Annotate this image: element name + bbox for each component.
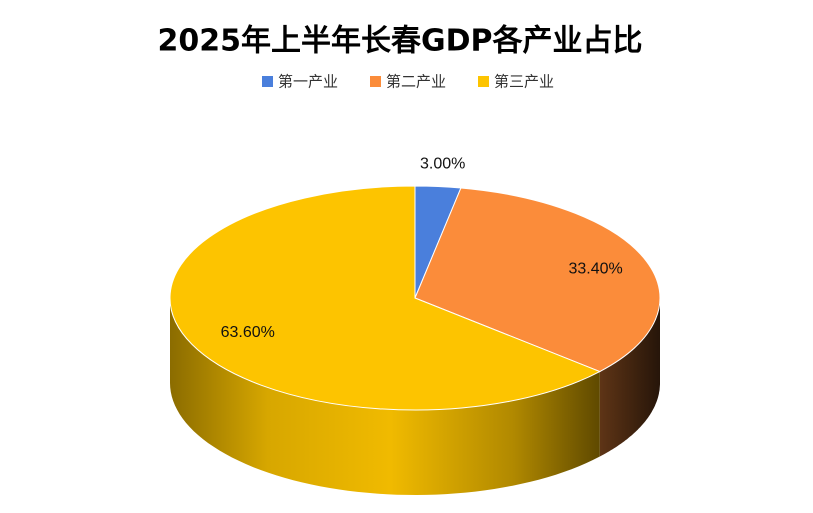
legend-swatch <box>370 76 381 87</box>
data-label: 3.00% <box>420 155 465 172</box>
legend-label: 第三产业 <box>494 73 554 91</box>
legend-swatch <box>262 76 273 87</box>
slice-side <box>599 298 660 457</box>
slice <box>169 185 601 411</box>
legend-label: 第二产业 <box>386 73 446 91</box>
data-label: 63.60% <box>221 324 275 341</box>
legend-swatch <box>478 76 489 87</box>
slice <box>414 187 661 373</box>
slice-side <box>170 298 600 495</box>
legend-label: 第一产业 <box>278 73 338 91</box>
chart-title: 2025年上半年长春GDP各产业占比 <box>157 24 642 59</box>
data-label: 33.40% <box>568 261 622 278</box>
